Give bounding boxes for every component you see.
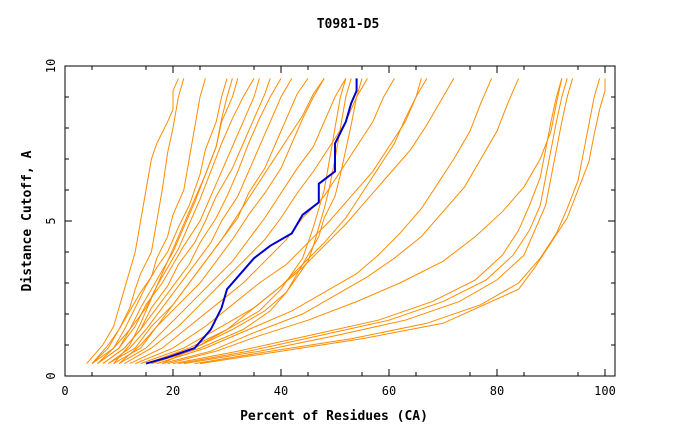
y-tick-label: 0 xyxy=(44,372,58,379)
series-line-27 xyxy=(199,78,606,365)
x-tick-label: 60 xyxy=(382,384,396,398)
series-line-11 xyxy=(107,78,309,365)
y-tick-label: 10 xyxy=(44,59,58,73)
x-axis-label: Percent of Residues (CA) xyxy=(240,409,428,424)
series-line-26 xyxy=(194,78,601,365)
series-line-3 xyxy=(91,78,206,364)
series-line-31 xyxy=(118,78,325,364)
series-line-20 xyxy=(151,78,363,365)
x-tick-label: 20 xyxy=(166,384,180,398)
highlight-layer xyxy=(145,78,358,365)
series-line-6 xyxy=(97,78,255,365)
series-layer xyxy=(86,78,606,365)
series-line-29 xyxy=(161,78,422,365)
series-line-30 xyxy=(113,78,233,364)
series-line-25 xyxy=(183,78,574,365)
series-line-8 xyxy=(102,78,271,365)
x-tick-label: 0 xyxy=(61,384,68,398)
series-line-17 xyxy=(140,78,455,365)
chart-title: T0981-D5 xyxy=(317,17,380,32)
series-line-24 xyxy=(178,78,568,365)
series-line-12 xyxy=(113,78,325,365)
series-line-23 xyxy=(172,78,563,365)
x-tick-label: 40 xyxy=(274,384,288,398)
highlight-series-line xyxy=(145,78,358,365)
y-axis-label: Distance Cutoff, A xyxy=(20,150,35,291)
series-line-21 xyxy=(156,78,493,365)
series-line-10 xyxy=(107,78,293,365)
series-line-13 xyxy=(118,78,347,365)
series-line-4 xyxy=(91,78,228,365)
x-tick-label: 100 xyxy=(594,384,616,398)
series-line-18 xyxy=(145,78,347,365)
x-tick-label: 80 xyxy=(490,384,504,398)
series-line-9 xyxy=(102,78,282,365)
series-line-7 xyxy=(97,78,260,365)
y-tick-label: 5 xyxy=(44,217,58,224)
ticks-layer: 0 20 40 60 80 100 0 5 10 xyxy=(44,59,616,398)
series-line-28 xyxy=(167,78,563,365)
series-line-1 xyxy=(86,78,179,364)
series-line-22 xyxy=(162,78,520,365)
